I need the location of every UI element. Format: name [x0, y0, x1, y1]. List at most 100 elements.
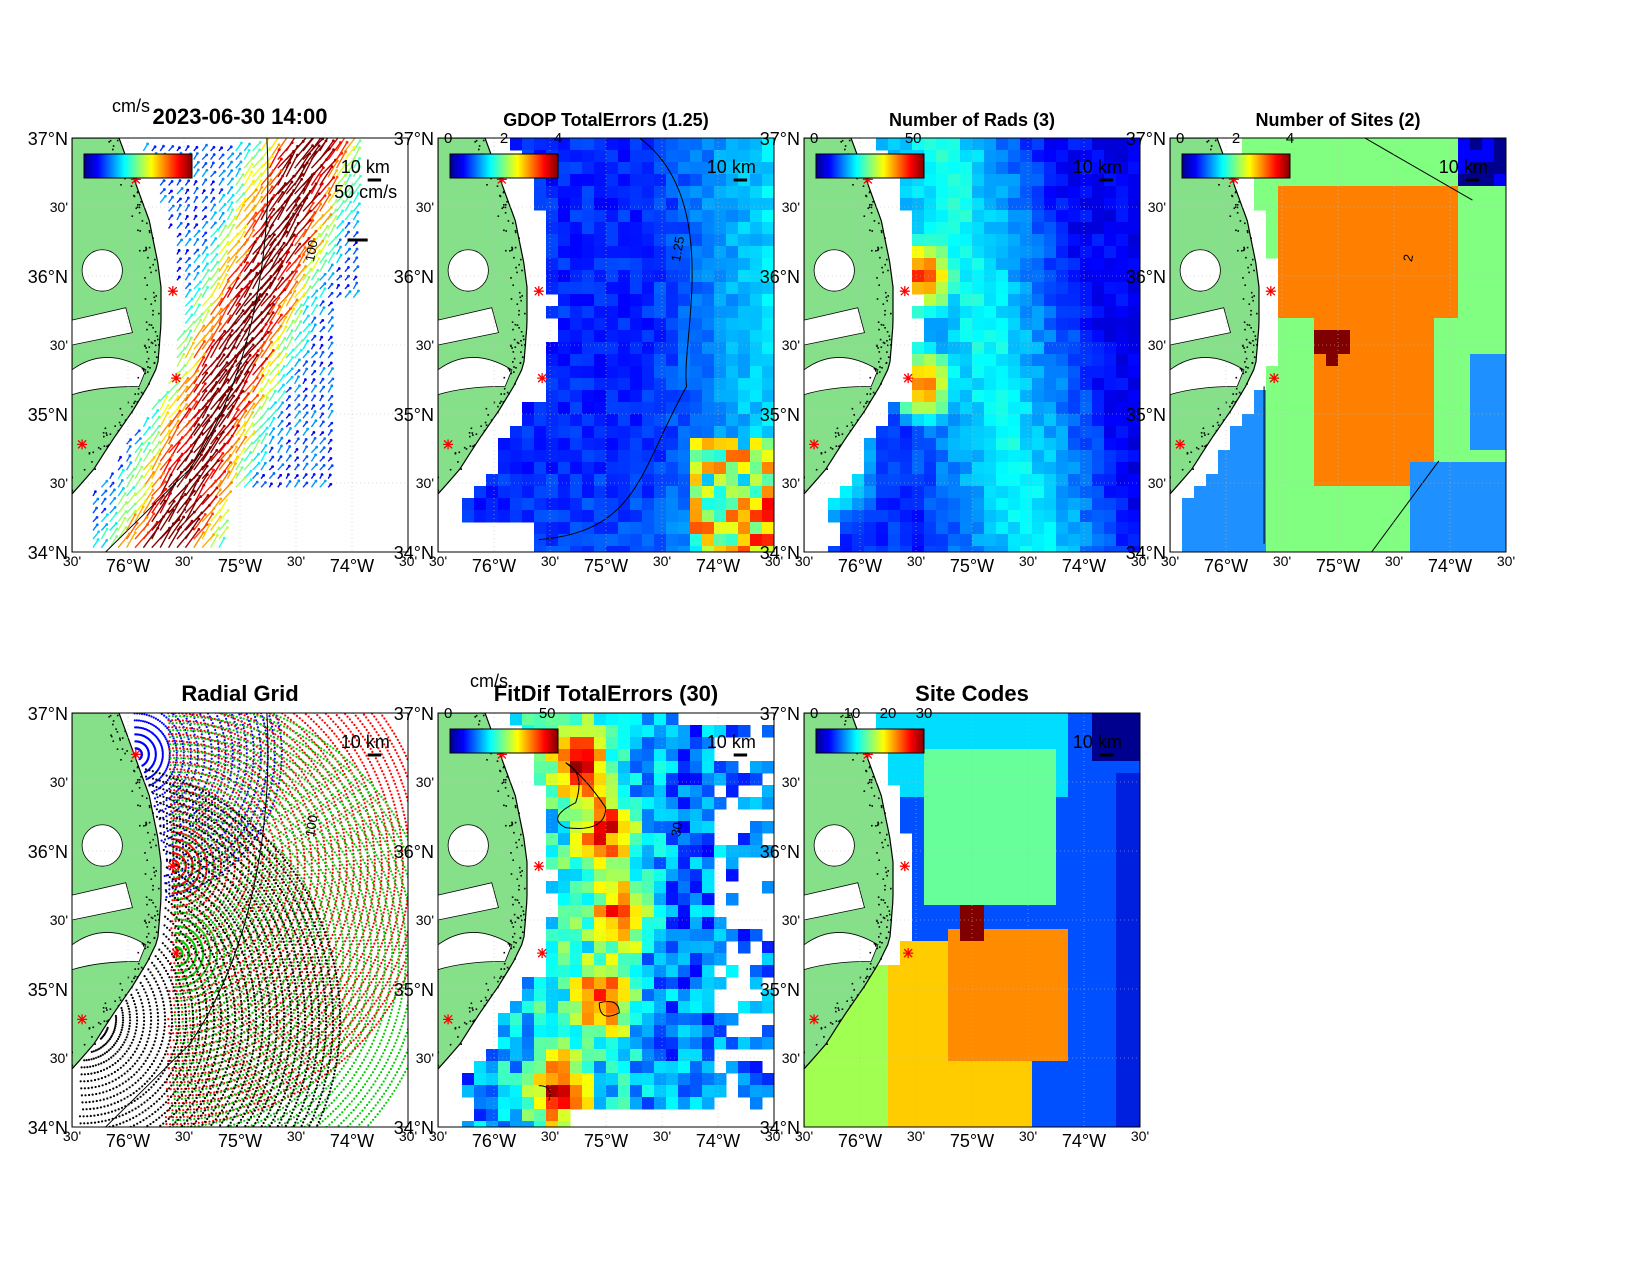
km-scale-label: 10 km: [1073, 732, 1122, 752]
lon-tick-label: 30': [429, 1128, 447, 1144]
colorbar-tick-label: 4: [554, 130, 562, 147]
lat-tick-label: 35°N: [28, 980, 68, 1000]
lon-tick-label: 30': [907, 553, 925, 569]
lat-tick-label: 30': [416, 337, 434, 353]
sound-water: [1180, 250, 1220, 291]
lon-tick-label: 30': [907, 1128, 925, 1144]
colorbar-tick-label: 30: [916, 705, 933, 722]
lon-tick-label: 76°W: [472, 556, 516, 576]
radar-site-marker: [131, 749, 141, 759]
lon-tick-label: 75°W: [584, 556, 628, 576]
lat-tick-label: 30': [782, 475, 800, 491]
lon-tick-label: 30': [1161, 553, 1179, 569]
colorbar-tick-label: 4: [1286, 130, 1294, 147]
lat-tick-label: 35°N: [394, 405, 434, 425]
radar-site-marker: [900, 286, 910, 296]
lon-tick-label: 74°W: [1062, 1131, 1106, 1151]
lat-tick-label: 30': [1148, 337, 1166, 353]
radar-site-marker: [534, 286, 544, 296]
sound-water: [448, 250, 488, 291]
lon-tick-label: 75°W: [218, 556, 262, 576]
sound-water: [814, 250, 854, 291]
lat-tick-label: 30': [782, 912, 800, 928]
lon-tick-label: 30': [1497, 553, 1515, 569]
lat-tick-label: 30': [782, 774, 800, 790]
lon-tick-label: 30': [175, 553, 193, 569]
lon-tick-label: 74°W: [696, 1131, 740, 1151]
lon-tick-label: 30': [1273, 553, 1291, 569]
lon-tick-label: 30': [653, 1128, 671, 1144]
lat-tick-label: 35°N: [760, 405, 800, 425]
lat-tick-label: 30': [1148, 199, 1166, 215]
panel-title: Number of Rads (3): [889, 110, 1055, 130]
lon-tick-label: 74°W: [1062, 556, 1106, 576]
lon-tick-label: 30': [175, 1128, 193, 1144]
colorbar-tick-label: 2: [1232, 130, 1240, 147]
radar-site-marker: [903, 373, 913, 383]
lon-tick-label: 75°W: [1316, 556, 1360, 576]
lat-tick-label: 36°N: [28, 842, 68, 862]
lon-tick-label: 30': [1385, 553, 1403, 569]
lon-tick-label: 76°W: [838, 1131, 882, 1151]
lon-tick-label: 30': [541, 1128, 559, 1144]
lat-tick-label: 30': [416, 1050, 434, 1066]
lon-tick-label: 74°W: [330, 1131, 374, 1151]
km-scale-label: 10 km: [707, 157, 756, 177]
lon-tick-label: 30': [1131, 1128, 1149, 1144]
radar-site-marker: [171, 948, 181, 958]
lat-tick-label: 37°N: [394, 129, 434, 149]
radar-site-marker: [168, 286, 178, 296]
lat-tick-label: 30': [416, 912, 434, 928]
lat-tick-label: 35°N: [28, 405, 68, 425]
panel-body: 2: [1154, 138, 1507, 559]
panel-title: 2023-06-30 14:00: [153, 104, 328, 129]
lon-tick-label: 30': [653, 553, 671, 569]
colorbar-tick-label: 20: [880, 705, 897, 722]
colorbar-tick-label: 2: [500, 130, 508, 147]
lat-tick-label: 37°N: [760, 129, 800, 149]
km-scale-label: 10 km: [1439, 157, 1488, 177]
lon-tick-label: 30': [795, 1128, 813, 1144]
lon-tick-label: 75°W: [218, 1131, 262, 1151]
radar-site-marker: [171, 373, 181, 383]
lon-tick-label: 30': [287, 1128, 305, 1144]
lon-tick-label: 74°W: [330, 556, 374, 576]
lon-tick-label: 30': [795, 553, 813, 569]
colorbar: [816, 729, 924, 753]
panel-body: 1.25: [422, 138, 775, 559]
lat-tick-label: 37°N: [28, 129, 68, 149]
lon-tick-label: 76°W: [1204, 556, 1248, 576]
lat-tick-label: 36°N: [394, 267, 434, 287]
lon-tick-label: 74°W: [1428, 556, 1472, 576]
lat-tick-label: 30': [416, 199, 434, 215]
lon-tick-label: 76°W: [472, 1131, 516, 1151]
lat-tick-label: 30': [50, 774, 68, 790]
panel-title: GDOP TotalErrors (1.25): [503, 110, 708, 130]
colorbar: [84, 154, 192, 178]
radar-site-marker: [443, 439, 453, 449]
radar-site-marker: [443, 1014, 453, 1024]
lon-tick-label: 76°W: [106, 1131, 150, 1151]
sound-water: [448, 825, 488, 866]
panel-body: 100: [56, 127, 362, 552]
colorbar-tick-label: 50: [905, 130, 922, 147]
panel-title: Site Codes: [915, 681, 1029, 706]
panel-body: [788, 138, 1141, 559]
radar-site-marker: [1269, 373, 1279, 383]
colorbar-tick-label: 10: [844, 705, 861, 722]
lat-tick-label: 30': [50, 475, 68, 491]
lon-tick-label: 30': [541, 553, 559, 569]
lat-tick-label: 36°N: [760, 267, 800, 287]
colorbar-tick-label: 0: [1176, 130, 1184, 147]
vector-scale-label: 50 cm/s: [334, 182, 397, 202]
lon-tick-label: 30': [1019, 553, 1037, 569]
sound-water: [814, 825, 854, 866]
